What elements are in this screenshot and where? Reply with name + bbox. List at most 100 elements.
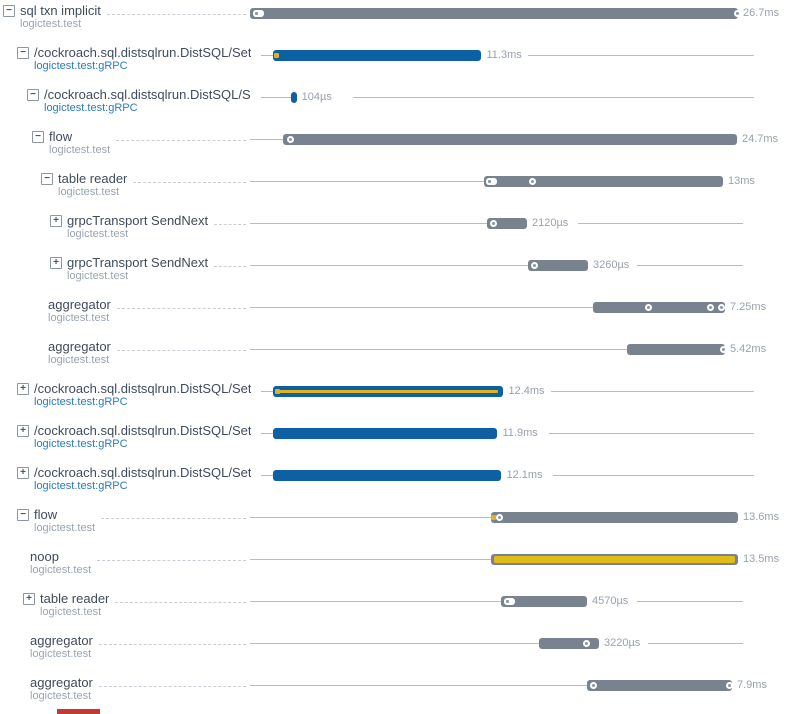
trace-row: noop logictest.test 13.5ms [0,546,786,588]
timeline-trail-line [549,433,755,434]
span-label: + /cockroach.sql.distsqlrun.DistSQL/Set lo… [0,420,251,450]
row-timeline: 2120µs [250,210,786,252]
span-title: grpcTransport SendNext [67,213,209,228]
expand-icon[interactable]: + [17,383,29,395]
clipped-next-row-red-bar [57,709,100,714]
collapse-icon[interactable]: − [3,5,15,17]
expand-icon[interactable]: + [17,467,29,479]
event-dot-marker [496,514,503,521]
timeline-lead-line [261,433,274,434]
span-title: aggregator [48,339,111,354]
span-label: − flow logictest.test [0,504,95,534]
row-timeline: 11.9ms [261,420,786,462]
timeline-lead-line [250,307,593,308]
span-duration-label: 104µs [301,91,332,103]
timeline-lead-line [250,139,283,140]
span-label: − sql txn implicit logictest.test [0,0,101,30]
span-label-texts: /cockroach.sql.distsqlrun.DistSQL/Set log… [34,465,251,492]
event-yellow-marker [274,53,280,58]
event-dot-marker [720,346,727,353]
span-bar[interactable] [587,680,732,691]
span-label: aggregator logictest.test [0,294,111,324]
row-timeline: 13.6ms [250,504,786,546]
span-bar[interactable] [627,344,725,355]
event-tick-marker [504,598,515,605]
span-label-texts: noop logictest.test [30,549,91,576]
span-label-texts: /cockroach.sql.distsqlrun.DistSQL/S logic… [44,87,251,114]
span-bar[interactable] [487,218,527,229]
timeline-trail-line [648,643,743,644]
event-dot-marker [726,682,733,689]
timeline-trail-line [528,55,755,56]
collapse-icon[interactable]: − [17,47,29,59]
span-title: noop [30,549,59,564]
span-bar[interactable] [484,176,723,187]
collapse-icon[interactable]: − [32,131,44,143]
span-bar[interactable] [539,638,599,649]
span-label-texts: aggregator logictest.test [30,633,93,660]
span-sublabel: logictest.test [67,270,129,282]
row-timeline: 104µs [260,84,786,126]
event-tick-marker [253,10,264,17]
span-label: aggregator logictest.test [0,336,111,366]
event-dot-marker [531,262,538,269]
span-bar[interactable] [273,50,482,61]
span-label: −/cockroach.sql.distsqlrun.DistSQL/Set lo… [0,42,251,72]
row-timeline: 11.3ms [261,42,786,84]
expand-icon[interactable]: + [50,215,62,227]
span-sublabel: logictest.test [49,144,111,156]
connector-dashed-line [214,224,246,225]
timeline-lead-line [250,643,539,644]
span-bar[interactable] [491,512,738,523]
row-timeline: 3220µs [250,630,786,672]
span-duration-label: 26.7ms [743,7,780,19]
span-label-texts: aggregator logictest.test [48,339,111,366]
span-bar[interactable] [501,596,587,607]
timeline-lead-line [250,685,587,686]
span-sublabel: logictest.test [40,606,102,618]
expand-icon[interactable]: + [23,593,35,605]
span-title: /cockroach.sql.distsqlrun.DistSQL/Set [34,465,252,480]
connector-dashed-line [97,560,246,561]
span-duration-label: 12.4ms [508,385,545,397]
timeline-trail-line [637,265,743,266]
span-bar[interactable] [273,428,498,439]
span-sublabel: logictest.test [67,228,129,240]
span-duration-label: 5.42ms [730,343,767,355]
expand-icon[interactable]: + [17,425,29,437]
row-timeline: 24.7ms [250,126,786,168]
span-bar-yellow-stripe [278,390,499,393]
span-sublabel: logictest.test [48,312,110,324]
span-label-texts: grpcTransport SendNext logictest.test [67,213,208,240]
event-dot-marker [645,304,652,311]
event-dot-marker [734,10,741,17]
trace-row: − table reader logictest.test 13ms [0,168,786,210]
event-dot-marker [529,178,536,185]
span-label: + grpcTransport SendNext logictest.test [0,252,208,282]
span-bar[interactable] [250,8,738,19]
connector-dashed-line [98,644,246,645]
span-sublabel: logictest.test [58,186,120,198]
row-timeline: 12.1ms [261,462,786,504]
span-title: aggregator [30,633,93,648]
collapse-icon[interactable]: − [27,89,39,101]
collapse-icon[interactable]: − [41,173,53,185]
span-bar[interactable] [290,92,297,103]
span-label-texts: table reader logictest.test [58,171,127,198]
timeline-trail-line [352,97,754,98]
span-bar[interactable] [593,302,725,313]
event-yellow-marker [275,389,281,394]
span-sublabel: logictest.test:gRPC [34,396,128,408]
event-dot-marker [583,640,590,647]
timeline-lead-line [250,349,627,350]
span-bar[interactable] [283,134,737,145]
event-dot-marker [490,220,497,227]
span-sublabel: logictest.test [30,564,92,576]
span-bar[interactable] [528,260,588,271]
collapse-icon[interactable]: − [17,509,29,521]
trace-row: + /cockroach.sql.distsqlrun.DistSQL/Set lo… [0,462,786,504]
span-label-texts: /cockroach.sql.distsqlrun.DistSQL/Set log… [34,45,251,72]
trace-row: aggregator logictest.test 7.9ms [0,672,786,714]
span-bar[interactable] [273,470,502,481]
expand-icon[interactable]: + [50,257,62,269]
